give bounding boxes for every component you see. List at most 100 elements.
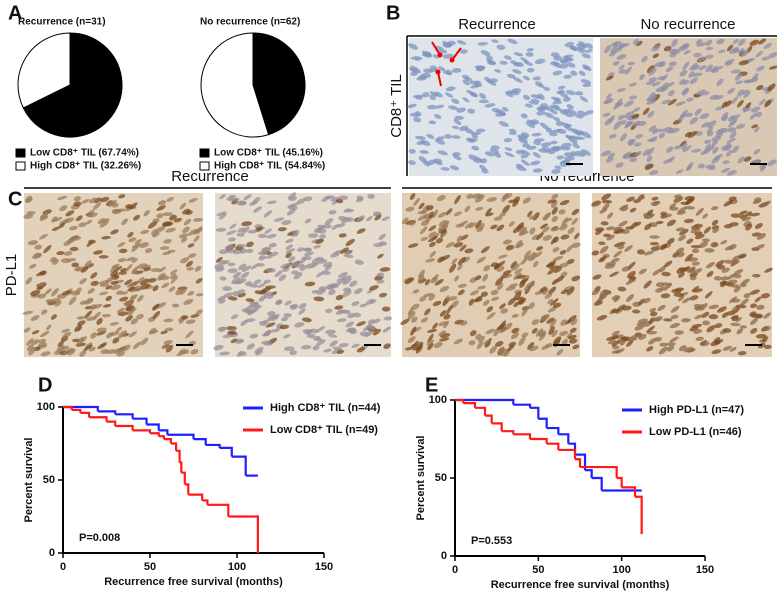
nucleus <box>147 277 157 283</box>
nucleus <box>598 241 606 246</box>
nucleus <box>125 305 135 311</box>
nucleus <box>565 217 573 222</box>
nucleus <box>659 265 666 273</box>
nucleus <box>655 287 664 293</box>
nucleus <box>329 340 338 347</box>
nucleus <box>642 148 651 156</box>
nucleus <box>450 300 459 309</box>
nucleus <box>117 242 126 248</box>
nucleus <box>130 294 139 299</box>
nucleus <box>680 266 691 273</box>
nucleus <box>666 146 674 153</box>
nucleus <box>702 213 709 219</box>
nucleus <box>678 272 685 278</box>
nucleus <box>551 206 558 215</box>
nucleus <box>612 345 620 350</box>
nucleus <box>660 82 669 91</box>
nucleus <box>691 261 701 266</box>
micrograph <box>591 193 773 357</box>
nucleus <box>689 295 699 301</box>
nucleus <box>658 61 666 68</box>
nucleus <box>559 59 568 64</box>
nucleus <box>245 318 256 323</box>
nucleus <box>754 296 762 303</box>
nucleus <box>565 318 572 325</box>
nucleus <box>40 330 50 338</box>
survival-step <box>231 455 247 476</box>
nucleus <box>764 267 773 273</box>
nucleus <box>265 285 276 289</box>
nucleus <box>457 256 467 265</box>
nucleus <box>702 320 710 326</box>
nucleus <box>86 297 94 303</box>
nucleus <box>62 331 72 338</box>
nucleus <box>434 279 444 286</box>
nucleus <box>163 318 174 323</box>
nucleus <box>215 227 227 232</box>
nucleus <box>713 276 723 281</box>
nucleus <box>356 228 366 234</box>
nucleus <box>627 61 635 66</box>
nucleus <box>553 236 559 243</box>
nucleus <box>632 309 641 314</box>
nucleus <box>127 309 134 316</box>
micrograph <box>600 38 777 176</box>
y-axis-title: Percent survival <box>415 436 427 521</box>
nucleus <box>190 313 200 318</box>
survival-step <box>530 437 548 444</box>
survival-step <box>605 465 618 478</box>
nucleus <box>566 104 575 110</box>
nucleus <box>215 256 223 263</box>
survival-step <box>150 432 160 437</box>
nucleus <box>655 282 665 288</box>
nucleus <box>484 103 496 108</box>
nucleus <box>572 344 580 350</box>
nucleus <box>363 324 372 332</box>
nucleus <box>266 267 276 273</box>
nucleus <box>464 128 474 135</box>
nucleus <box>336 278 348 284</box>
nucleus <box>695 39 703 45</box>
nucleus <box>158 266 167 273</box>
nucleus <box>334 305 344 310</box>
nucleus <box>495 277 504 286</box>
nucleus <box>310 328 319 334</box>
nucleus <box>498 328 507 334</box>
survival-step <box>575 458 582 468</box>
nucleus <box>501 192 509 202</box>
nucleus <box>706 271 714 278</box>
nucleus <box>173 217 183 223</box>
nucleus <box>44 288 52 295</box>
nucleus <box>34 244 43 250</box>
nucleus <box>435 45 444 51</box>
nucleus <box>559 63 569 69</box>
image-header: Recurrence <box>171 168 249 185</box>
nucleus <box>443 320 450 329</box>
nucleus <box>485 207 492 216</box>
nucleus <box>691 148 702 153</box>
nucleus <box>182 208 191 215</box>
nucleus <box>559 330 569 336</box>
nucleus <box>624 66 632 75</box>
nucleus <box>294 322 305 328</box>
nucleus <box>617 114 626 120</box>
nucleus <box>761 56 770 61</box>
nucleus <box>346 217 354 222</box>
survival-step <box>193 438 207 445</box>
nucleus <box>749 289 761 295</box>
nucleus <box>756 233 766 240</box>
nucleus <box>666 342 676 346</box>
nucleus <box>743 79 755 84</box>
nucleus <box>75 215 83 222</box>
nucleus <box>68 296 77 306</box>
nucleus <box>551 279 559 285</box>
nucleus <box>732 145 740 154</box>
nucleus <box>735 317 742 323</box>
nucleus <box>407 103 417 109</box>
nucleus <box>471 145 480 151</box>
nucleus <box>131 269 138 275</box>
nucleus <box>312 345 320 351</box>
nucleus <box>238 351 247 356</box>
survival-step <box>501 430 515 435</box>
nucleus <box>694 314 703 320</box>
